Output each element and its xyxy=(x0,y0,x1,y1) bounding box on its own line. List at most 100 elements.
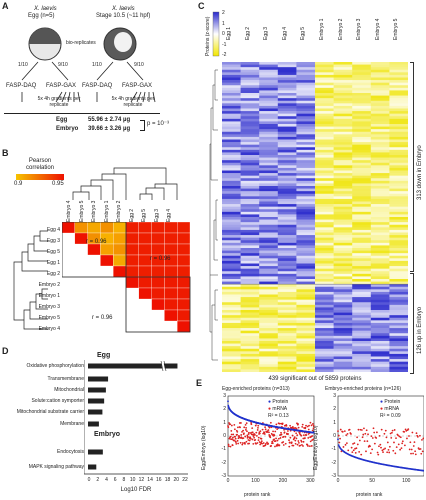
heatmap-cell xyxy=(333,335,353,339)
heatmap-cell xyxy=(315,116,334,120)
heatmap-cell xyxy=(352,85,372,89)
heatmap-cell xyxy=(240,183,260,187)
heatmap-cell xyxy=(240,147,260,151)
heatmap-cell xyxy=(315,139,334,143)
heatmap-cell xyxy=(389,232,408,236)
scatter-y-tick: -3 xyxy=(221,473,226,479)
mrna-point xyxy=(343,430,346,433)
heatmap-cell xyxy=(389,284,408,288)
heatmap-cell xyxy=(315,193,334,197)
mrna-point xyxy=(249,436,252,439)
left-sample: Egg (n=5) xyxy=(28,13,55,19)
heatmap-cell xyxy=(352,69,372,73)
heatmap-cell xyxy=(296,310,316,313)
heatmap-cell xyxy=(222,322,241,326)
heatmap-cell xyxy=(259,366,279,370)
heatmap-cell xyxy=(296,229,316,233)
heatmap-cell xyxy=(370,175,390,179)
go-x-tick: 4 xyxy=(105,477,108,483)
heatmap-cell xyxy=(389,126,408,130)
heatmap-cell xyxy=(277,260,297,264)
correlation-cell xyxy=(177,232,191,245)
mrna-dot-icon: ● xyxy=(268,406,273,412)
heatmap-cell xyxy=(370,335,390,339)
heatmap-cell xyxy=(259,77,279,81)
mrna-point xyxy=(236,430,239,433)
heatmap-cell xyxy=(222,116,241,120)
mrna-point xyxy=(375,437,378,439)
heatmap-cell xyxy=(370,255,390,259)
heatmap-cell xyxy=(259,232,279,236)
heatmap-cell xyxy=(259,263,279,267)
heatmap-cell xyxy=(333,266,353,269)
heatmap-cell xyxy=(333,286,353,290)
heatmap-cell xyxy=(370,178,390,182)
heatmap-cell xyxy=(277,322,297,326)
heatmap-cell xyxy=(389,224,408,228)
heatmap-cell xyxy=(370,193,390,197)
heatmap-cell xyxy=(389,167,408,171)
heatmap-cell xyxy=(333,85,353,89)
heatmap-cell xyxy=(259,242,279,246)
heatmap-cell xyxy=(296,335,316,339)
heatmap-cell xyxy=(370,87,390,91)
mrna-point xyxy=(230,424,233,427)
heatmap-cell xyxy=(389,147,408,151)
go-x-tick: 20 xyxy=(173,477,180,483)
go-x-tick: 12 xyxy=(138,477,145,483)
mrna-point xyxy=(230,430,233,432)
heatmap-cell xyxy=(352,366,372,370)
mrna-point xyxy=(293,436,296,439)
mrna-point xyxy=(255,431,258,434)
heatmap-cell xyxy=(370,80,390,83)
heatmap-cell xyxy=(259,276,279,280)
heatmap-cell xyxy=(222,235,241,238)
heatmap-cell xyxy=(315,165,334,169)
mrna-point xyxy=(300,440,303,443)
heatmap-cell xyxy=(222,284,241,288)
heatmap-cell xyxy=(389,307,408,311)
heatmap-cell xyxy=(389,266,408,269)
heatmap-cell xyxy=(240,180,260,184)
heatmap-cell xyxy=(352,175,372,179)
mrna-point xyxy=(399,436,402,439)
heatmap-cell xyxy=(389,149,408,153)
heatmap-cell xyxy=(277,95,297,99)
heatmap-cell xyxy=(370,129,390,133)
heatmap-cell xyxy=(222,147,241,151)
heatmap-cell xyxy=(259,302,279,306)
heatmap-cell xyxy=(222,149,241,153)
heatmap-cell xyxy=(259,64,279,68)
heatmap-cell xyxy=(389,237,408,241)
heatmap-cell xyxy=(389,356,408,360)
heatmap-cell xyxy=(296,188,316,192)
heatmap-cell xyxy=(389,131,408,135)
heatmap-cell xyxy=(259,165,279,169)
heatmap-cell xyxy=(333,276,353,280)
heatmap-cell xyxy=(370,118,390,122)
heatmap-cell xyxy=(352,211,372,215)
go-x-tick: 8 xyxy=(122,477,126,483)
heatmap-cell xyxy=(370,62,390,65)
heatmap-cell xyxy=(259,320,279,324)
mrna-point xyxy=(294,439,297,442)
mrna-point xyxy=(367,433,369,436)
heatmap-cell xyxy=(277,235,297,238)
heatmap-cell xyxy=(259,369,279,372)
heatmap-cell xyxy=(277,85,297,89)
heatmap-cell xyxy=(370,95,390,99)
heatmap-cell xyxy=(352,170,372,174)
mrna-point xyxy=(363,440,366,443)
heatmap-cell xyxy=(370,263,390,267)
heatmap-cell xyxy=(277,178,297,182)
heatmap-cell xyxy=(240,242,260,246)
protein-point xyxy=(312,431,315,434)
heatmap-cell xyxy=(315,113,334,117)
mrna-point xyxy=(269,436,272,439)
mrna-point xyxy=(355,447,358,450)
heatmap-cell xyxy=(277,263,297,267)
mrna-point xyxy=(256,429,259,431)
mrna-point xyxy=(361,436,364,439)
embryo-icon xyxy=(103,27,137,61)
heatmap-cell xyxy=(240,271,260,275)
